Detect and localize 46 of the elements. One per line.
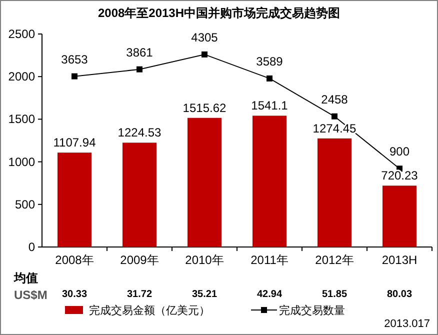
- text: 31.72: [126, 289, 152, 300]
- y-tick-label: 2500: [8, 27, 36, 41]
- data-label: 1515.62: [182, 100, 227, 115]
- data-label: 2458: [321, 92, 348, 106]
- data-label: 4305: [191, 30, 218, 44]
- data-label: 3589: [256, 54, 284, 68]
- text: 42.94: [256, 289, 282, 300]
- y-tick-label: 0: [28, 240, 36, 254]
- bar: [122, 142, 156, 247]
- x-tick-label: 2009年: [120, 253, 159, 267]
- bar: [188, 118, 222, 247]
- text: 35.21: [192, 289, 218, 300]
- bar: [318, 138, 352, 247]
- point: [332, 113, 338, 120]
- y-tick-label: 1500: [8, 112, 36, 126]
- data-label: 720.23: [381, 168, 418, 183]
- text: 51.85: [322, 289, 348, 300]
- data-label: 1224.53: [118, 126, 162, 140]
- x-tick-label: 2013H: [382, 253, 418, 267]
- y-tick-label: 2000: [8, 70, 36, 84]
- bar: [252, 116, 286, 247]
- data-label: 1541.1: [251, 98, 288, 113]
- x-tick-label: 2010年: [185, 253, 224, 267]
- y-tick-label: 1000: [8, 154, 36, 169]
- x-tick-label: 2011年: [250, 253, 288, 267]
- text: 80.03: [386, 289, 412, 300]
- data-label: 3653: [61, 52, 88, 66]
- bar: [58, 152, 92, 247]
- text: 2013.017: [384, 318, 430, 330]
- data-label: 3861: [126, 45, 154, 60]
- point: [202, 51, 208, 58]
- bar: [382, 186, 416, 247]
- x-tick-label: 2012年: [315, 253, 354, 267]
- point: [266, 75, 272, 82]
- text: 30.33: [62, 289, 88, 300]
- data-label: 900: [389, 144, 410, 159]
- point: [72, 73, 78, 80]
- y-tick-label: 500: [14, 197, 36, 212]
- data-label: 1107.94: [53, 136, 96, 150]
- x-tick-label: 2008年: [55, 253, 94, 267]
- point: [136, 66, 142, 72]
- text: US$M: [14, 288, 48, 302]
- legend-label: 完成交易金额（亿美元）: [89, 304, 210, 317]
- legend-label: 完成交易数量: [279, 304, 345, 317]
- text: 均值: [13, 271, 38, 285]
- chart-title: 2008年至2013H中国并购市场完成交易趋势图: [98, 6, 340, 20]
